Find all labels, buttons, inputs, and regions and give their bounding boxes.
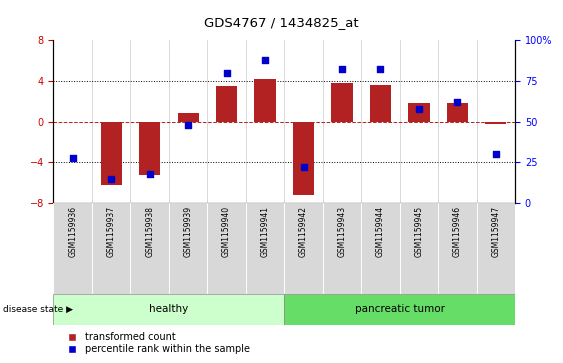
Point [68, 155, 77, 160]
Point [337, 66, 346, 72]
Bar [169, 203, 207, 294]
Point [414, 106, 423, 111]
Bar [400, 203, 438, 294]
Text: disease state ▶: disease state ▶ [3, 305, 73, 314]
Bar [246, 203, 284, 294]
Text: GSM1159937: GSM1159937 [107, 206, 115, 257]
Bar [216, 86, 237, 122]
Text: GSM1159939: GSM1159939 [184, 206, 193, 257]
Bar [370, 85, 391, 122]
Bar [177, 114, 199, 122]
Text: healthy: healthy [149, 305, 189, 314]
Bar [53, 203, 92, 294]
Bar [361, 203, 400, 294]
Text: GSM1159947: GSM1159947 [491, 206, 501, 257]
Text: GSM1159944: GSM1159944 [376, 206, 385, 257]
Bar [438, 203, 477, 294]
Point [261, 57, 270, 62]
Text: GSM1159938: GSM1159938 [145, 206, 154, 257]
Bar [254, 79, 276, 122]
Point [453, 99, 462, 105]
Bar [101, 122, 122, 185]
Text: GDS4767 / 1434825_at: GDS4767 / 1434825_at [204, 16, 359, 29]
Bar [53, 294, 284, 325]
Bar [293, 122, 314, 195]
Bar [323, 203, 361, 294]
Point [491, 151, 501, 157]
Bar [131, 203, 169, 294]
Text: GSM1159942: GSM1159942 [299, 206, 308, 257]
Bar [447, 103, 468, 122]
Bar [139, 122, 160, 175]
Bar [92, 203, 131, 294]
Point [299, 164, 308, 170]
Point [222, 70, 231, 76]
Point [107, 176, 116, 182]
Point [184, 122, 193, 128]
Bar [408, 103, 430, 122]
Bar [332, 83, 352, 122]
Text: GSM1159945: GSM1159945 [414, 206, 423, 257]
Text: GSM1159943: GSM1159943 [338, 206, 346, 257]
Bar [284, 294, 515, 325]
Text: GSM1159936: GSM1159936 [68, 206, 77, 257]
Bar [284, 203, 323, 294]
Bar [477, 203, 515, 294]
Bar [485, 122, 507, 124]
Text: pancreatic tumor: pancreatic tumor [355, 305, 445, 314]
Text: GSM1159946: GSM1159946 [453, 206, 462, 257]
Text: GSM1159940: GSM1159940 [222, 206, 231, 257]
Text: GSM1159941: GSM1159941 [261, 206, 270, 257]
Point [145, 171, 154, 177]
Legend: transformed count, percentile rank within the sample: transformed count, percentile rank withi… [59, 329, 253, 358]
Bar [207, 203, 246, 294]
Point [376, 66, 385, 72]
